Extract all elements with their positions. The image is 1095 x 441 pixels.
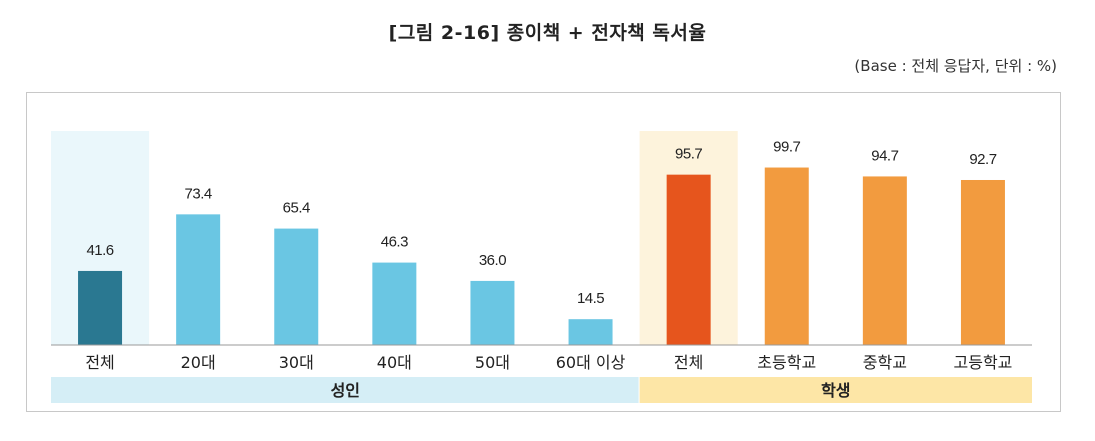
category-label: 전체: [674, 353, 703, 372]
bar: [568, 319, 613, 345]
data-label: 94.7: [871, 147, 898, 164]
unit-note: (Base : 전체 응답자, 단위 : %): [854, 57, 1057, 75]
bar: [862, 176, 907, 345]
data-label: 46.3: [381, 234, 408, 251]
bar: [960, 179, 1005, 345]
category-label: 전체: [85, 353, 114, 372]
bar: [470, 280, 515, 345]
bar: [666, 174, 711, 345]
group-band: [639, 377, 1032, 403]
category-label: 중학교: [863, 353, 907, 372]
category-label: 60대 이상: [556, 353, 626, 372]
group-label: 학생: [821, 381, 850, 400]
group-band: [51, 377, 639, 403]
bar: [176, 214, 221, 345]
data-label: 14.5: [577, 290, 604, 307]
chart-frame: [26, 92, 1061, 412]
data-label: 92.7: [969, 151, 996, 168]
category-label: 20대: [181, 353, 216, 372]
data-label: 65.4: [283, 200, 310, 217]
data-label: 73.4: [185, 185, 212, 202]
data-label: 99.7: [773, 139, 800, 156]
group-label: 성인: [331, 381, 360, 400]
category-label: 초등학교: [757, 353, 816, 372]
data-label: 95.7: [675, 146, 702, 163]
bar: [764, 167, 809, 345]
category-label: 고등학교: [954, 353, 1013, 372]
bar: [372, 262, 417, 345]
data-label: 36.0: [479, 252, 506, 269]
category-label: 50대: [475, 353, 510, 372]
chart-title: [그림 2-16] 종이책 + 전자책 독서율: [388, 22, 707, 44]
data-label: 41.6: [86, 242, 113, 259]
category-label: 40대: [377, 353, 412, 372]
bar: [78, 270, 123, 345]
category-label: 30대: [279, 353, 314, 372]
bar: [274, 228, 319, 345]
